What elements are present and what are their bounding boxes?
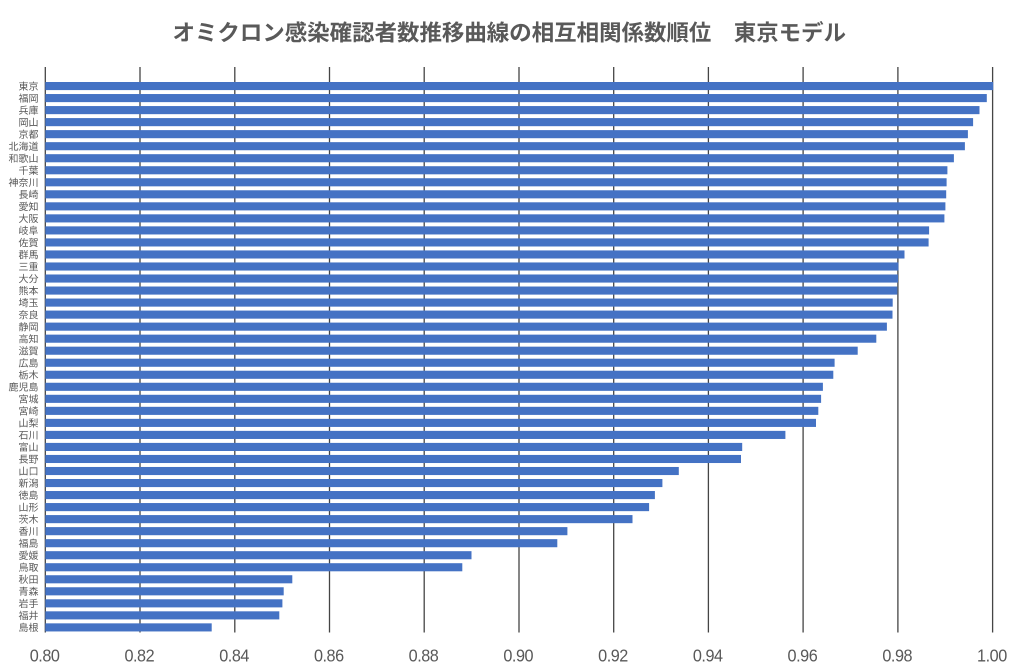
svg-text:0.98: 0.98: [882, 646, 912, 666]
svg-text:0.88: 0.88: [409, 646, 439, 666]
svg-text:0.90: 0.90: [503, 646, 533, 666]
svg-text:0.82: 0.82: [124, 646, 154, 666]
svg-text:0.80: 0.80: [30, 646, 60, 666]
svg-text:0.84: 0.84: [219, 646, 250, 666]
svg-text:0.96: 0.96: [788, 646, 818, 666]
svg-text:0.86: 0.86: [314, 646, 344, 666]
svg-text:0.94: 0.94: [693, 646, 724, 666]
svg-text:1.00: 1.00: [977, 646, 1007, 666]
svg-text:0.92: 0.92: [598, 646, 628, 666]
